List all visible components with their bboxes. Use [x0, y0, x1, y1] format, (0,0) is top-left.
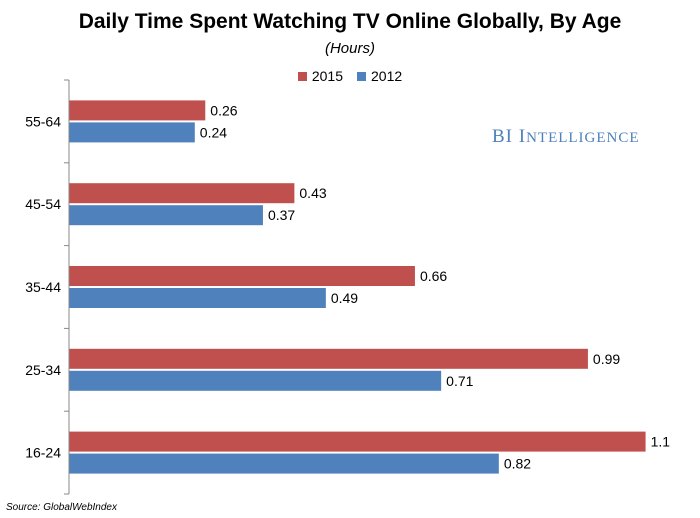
bi-intelligence-watermark: BI INTELLIGENCE	[492, 126, 640, 148]
category-label: 55-64	[25, 113, 61, 129]
chart-legend: 2015 2012	[0, 68, 700, 84]
bar-2012-45-54	[69, 205, 263, 226]
data-label: 0.43	[299, 185, 326, 201]
data-label: 0.26	[210, 102, 237, 118]
legend-item-2015: 2015	[297, 68, 343, 84]
data-label: 0.99	[593, 351, 620, 367]
category-label: 25-34	[25, 362, 61, 378]
data-label: 0.24	[200, 124, 227, 140]
category-label: 16-24	[25, 445, 61, 461]
bar-2012-55-64	[69, 122, 195, 143]
bar-2015-35-44	[69, 266, 415, 286]
legend-label-2015: 2015	[311, 68, 343, 84]
data-label: 0.66	[420, 268, 447, 284]
legend-swatch-2012	[357, 71, 366, 81]
bar-2015-45-54	[69, 183, 295, 204]
legend-swatch-2015	[297, 71, 307, 81]
data-label: 0.37	[268, 207, 295, 223]
bar-2012-35-44	[69, 288, 326, 308]
legend-label-2012: 2012	[371, 68, 403, 84]
source-note: Source: GlobalWebIndex	[6, 502, 117, 513]
legend-item-2012: 2012	[357, 68, 402, 84]
bar-2015-16-24	[69, 431, 646, 452]
bar-2015-25-34	[69, 348, 588, 369]
bar-2012-16-24	[69, 453, 499, 474]
watermark-bi: BI	[492, 126, 513, 147]
data-label: 0.71	[446, 373, 473, 389]
bar-2012-25-34	[69, 370, 442, 391]
category-label: 35-44	[25, 279, 61, 295]
watermark-intelligence-initial: I	[518, 126, 527, 147]
category-label: 45-54	[25, 196, 61, 212]
chart-subtitle: (Hours)	[324, 40, 375, 57]
chart-title: Daily Time Spent Watching TV Online Glob…	[78, 10, 622, 33]
data-label: 0.82	[504, 456, 531, 472]
bar-2015-55-64	[69, 100, 206, 121]
data-label: 1.1	[651, 434, 671, 450]
watermark-intelligence-rest: NTELLIGENCE	[526, 130, 640, 146]
data-label: 0.49	[331, 290, 358, 306]
